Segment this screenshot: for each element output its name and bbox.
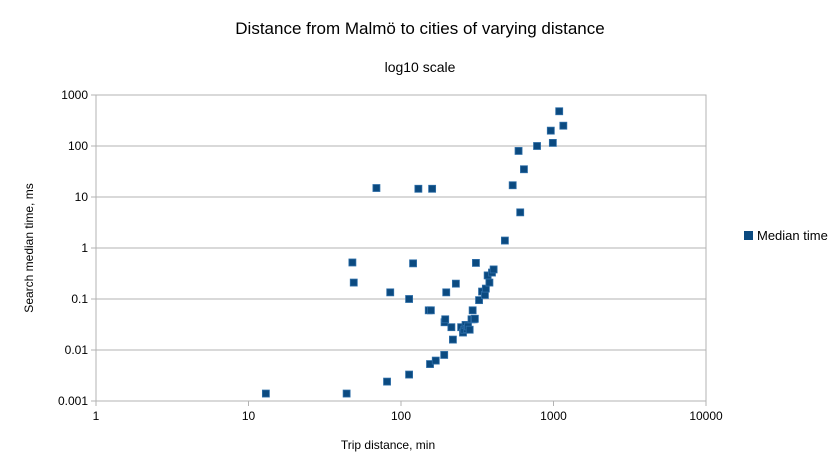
- data-point-34: [472, 259, 480, 267]
- data-point-19: [451, 279, 460, 288]
- data-point-9: [349, 278, 358, 287]
- data-point-10: [386, 288, 395, 297]
- data-point-14: [426, 306, 435, 315]
- data-point-45: [514, 147, 523, 155]
- legend-label-median-time: Median time: [757, 228, 828, 243]
- y-tick-label-6: 1000: [61, 88, 88, 102]
- data-point-6: [440, 351, 449, 359]
- data-point-11: [405, 295, 413, 303]
- data-point-12: [409, 259, 417, 268]
- data-point-1: [342, 389, 351, 398]
- x-tick-label-1: 10: [242, 409, 256, 423]
- data-point-0: [261, 389, 270, 398]
- data-points: [261, 107, 568, 398]
- data-point-3: [405, 370, 413, 379]
- data-point-42: [489, 265, 498, 274]
- data-point-20: [372, 184, 381, 192]
- x-axis-ticks: 1 10 100 1000 10000: [93, 401, 723, 423]
- x-tick-label-3: 1000: [540, 409, 567, 423]
- data-point-18: [447, 323, 456, 332]
- data-point-2: [383, 377, 391, 386]
- x-tick-label-4: 10000: [689, 409, 723, 423]
- data-point-43: [500, 236, 509, 245]
- chart-subtitle: log10 scale: [385, 59, 456, 75]
- data-point-47: [520, 165, 528, 174]
- data-point-40: [485, 278, 494, 287]
- data-point-50: [548, 139, 557, 147]
- data-point-22: [428, 184, 437, 193]
- data-point-46: [516, 208, 525, 217]
- data-point-49: [546, 126, 555, 135]
- data-point-51: [555, 107, 564, 116]
- legend: Median time: [744, 228, 828, 243]
- data-point-35: [475, 296, 483, 305]
- data-point-52: [559, 121, 568, 130]
- legend-swatch: [744, 231, 753, 240]
- data-point-7: [449, 335, 457, 344]
- data-point-17: [442, 288, 451, 297]
- y-axis-ticks: 0.001 0.01 0.1 1 10 100 1000: [58, 88, 96, 408]
- data-point-5: [431, 356, 440, 365]
- x-tick-label-0: 1: [93, 409, 100, 423]
- y-tick-label-1: 0.01: [65, 343, 89, 357]
- y-tick-label-2: 0.1: [71, 292, 88, 306]
- y-axis-label: Search median time, ms: [22, 183, 36, 312]
- data-point-44: [508, 181, 517, 190]
- data-point-21: [414, 184, 423, 193]
- y-tick-label-0: 0.001: [58, 394, 88, 408]
- data-point-48: [533, 142, 541, 150]
- data-point-33: [470, 314, 479, 323]
- data-point-37: [481, 291, 489, 299]
- data-point-16: [441, 315, 450, 324]
- data-point-8: [348, 258, 357, 267]
- data-point-29: [465, 325, 474, 334]
- data-point-31: [468, 306, 477, 315]
- y-tick-label-5: 100: [68, 139, 88, 153]
- grid: [96, 94, 706, 402]
- x-tick-label-2: 100: [391, 409, 411, 423]
- y-tick-label-3: 1: [81, 241, 88, 255]
- chart-title: Distance from Malmö to cities of varying…: [235, 19, 604, 38]
- y-tick-label-4: 10: [75, 190, 89, 204]
- x-axis-label: Trip distance, min: [341, 438, 435, 452]
